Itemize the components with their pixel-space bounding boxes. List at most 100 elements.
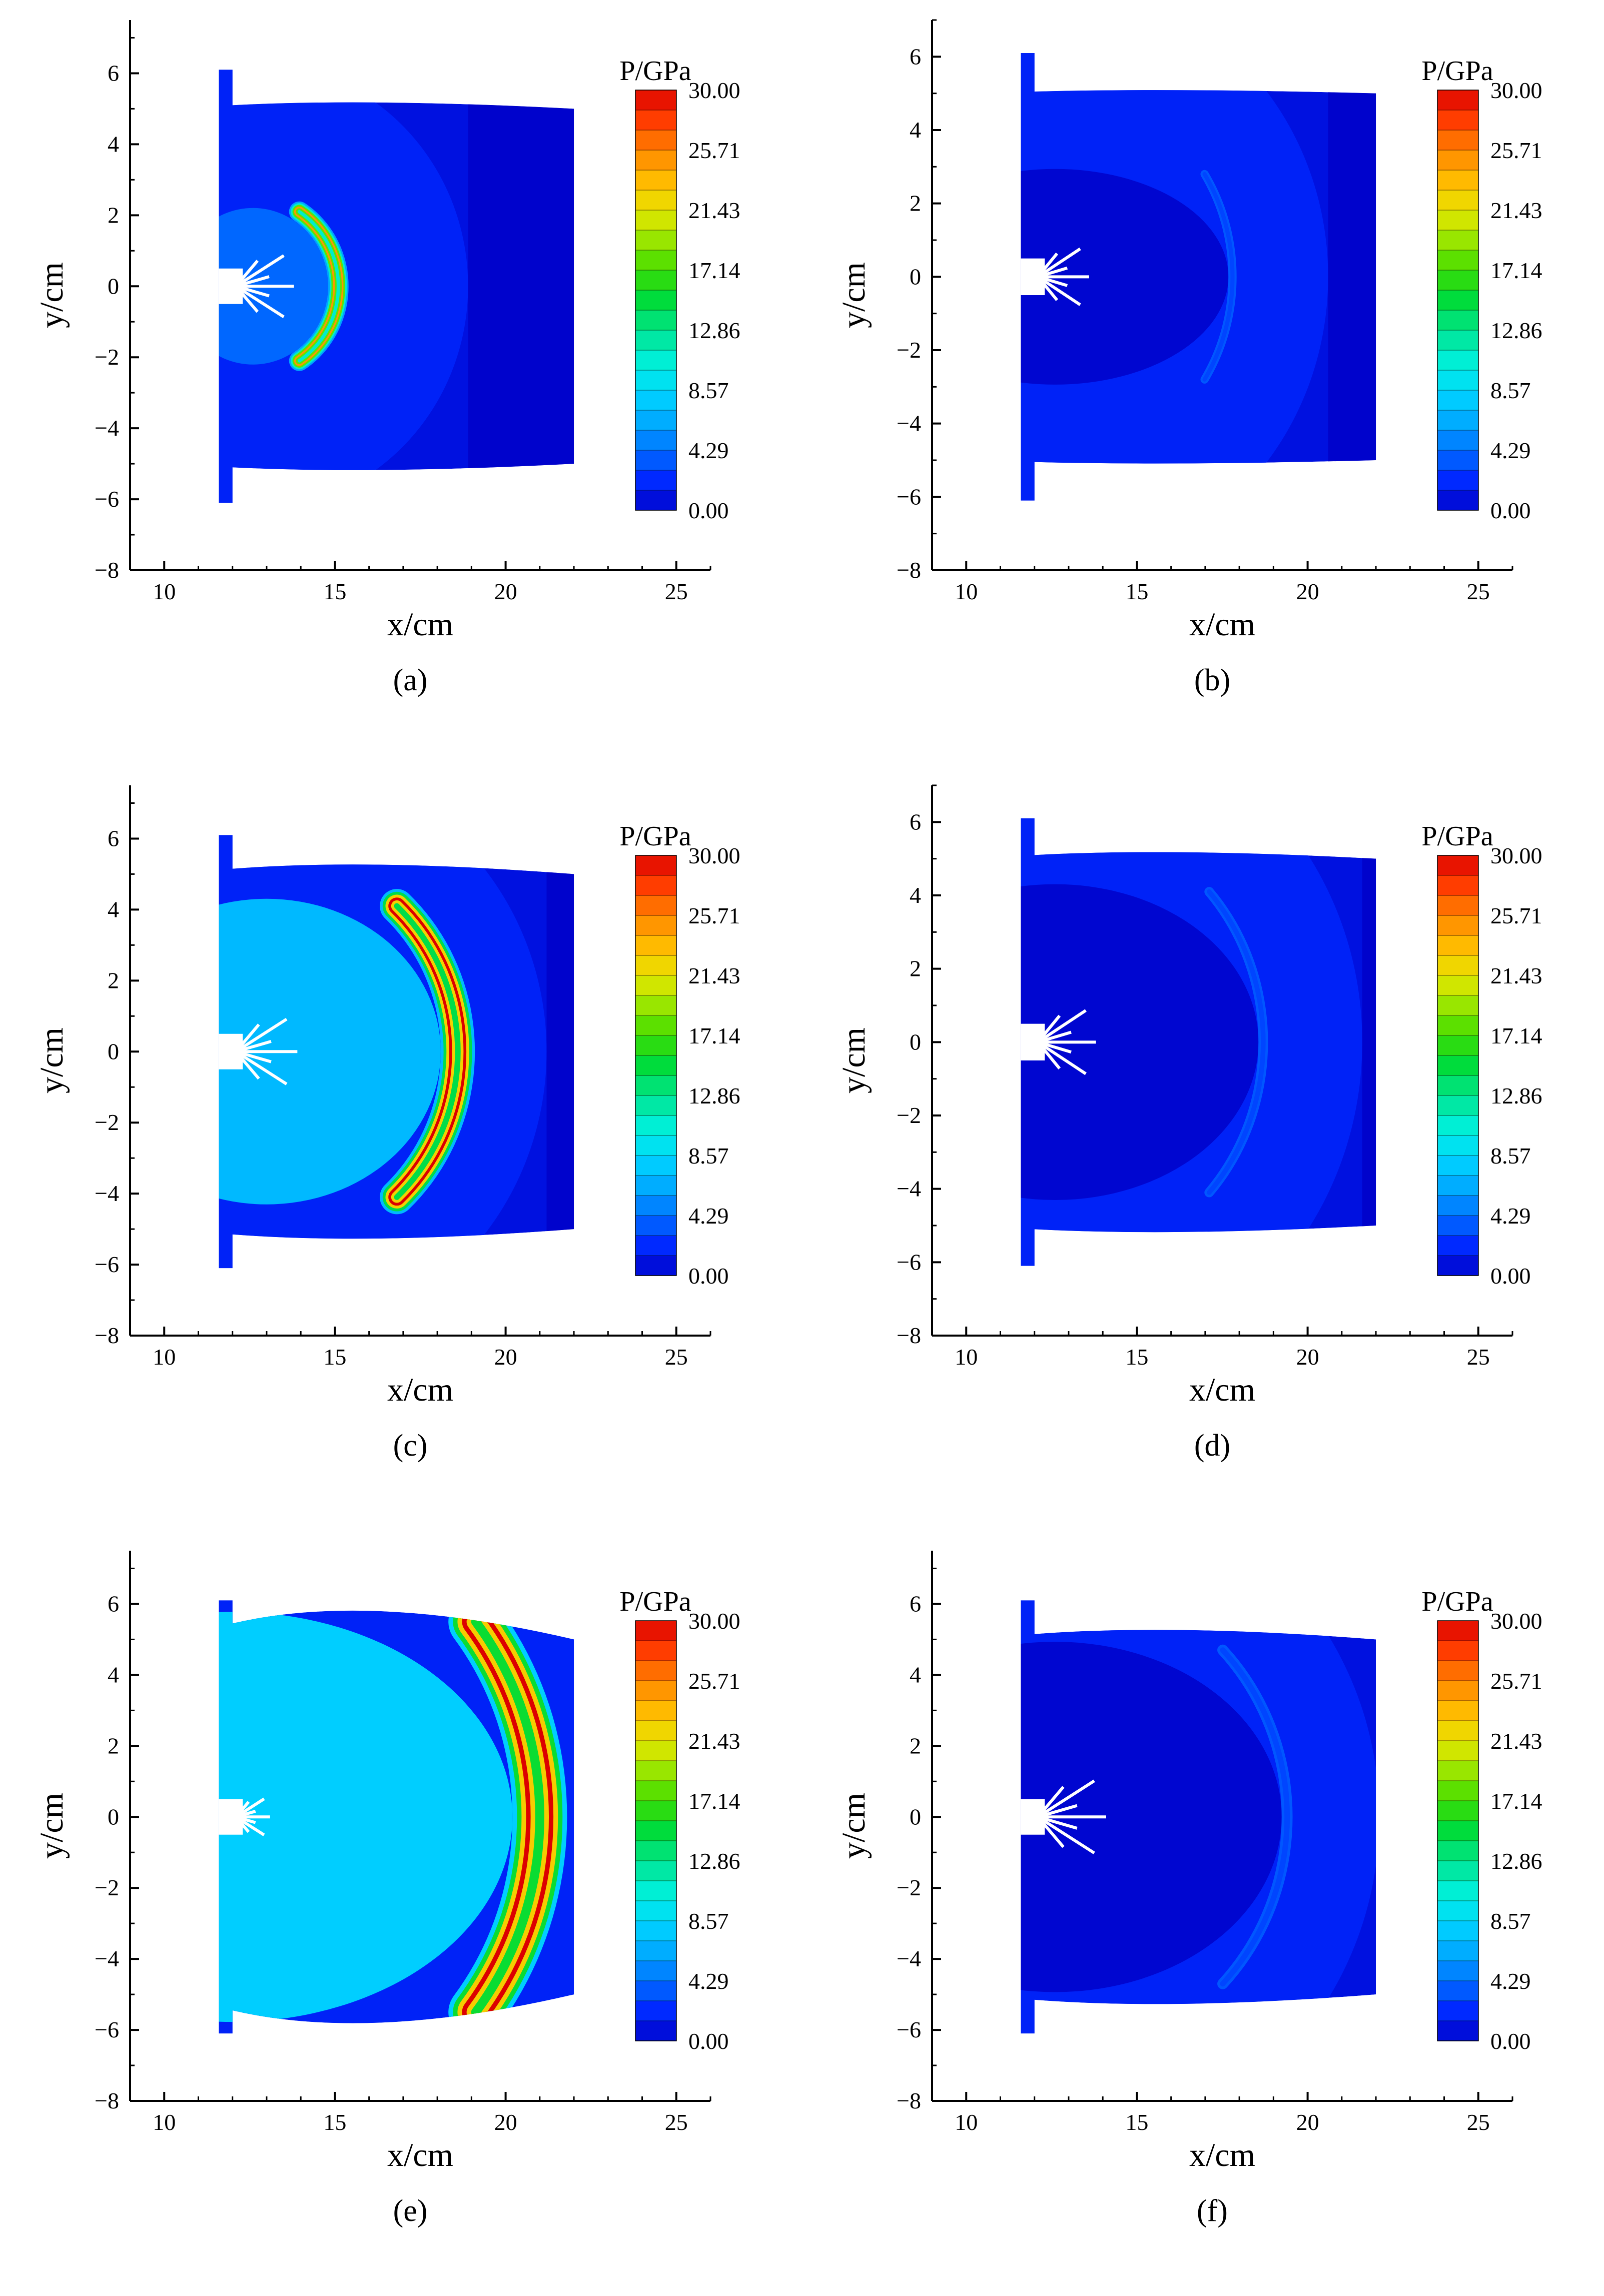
colorbar-band [1437, 1981, 1478, 2001]
colorbar-label: 25.71 [688, 1668, 740, 1694]
y-tick-label: −2 [95, 1109, 119, 1135]
x-tick-label: 20 [494, 579, 517, 604]
impact-notch [1021, 1023, 1045, 1060]
field-undisturbed [1362, 818, 1376, 1266]
x-tick-label: 10 [955, 2109, 978, 2135]
colorbar-label: 21.43 [1490, 1728, 1542, 1754]
colorbar-band [1437, 1015, 1478, 1036]
colorbar-band [635, 430, 676, 451]
colorbar-label: 30.00 [1490, 843, 1542, 868]
x-tick-label: 20 [1296, 2109, 1319, 2135]
colorbar-band [1437, 150, 1478, 171]
y-tick-label: 4 [108, 896, 119, 922]
impact-notch [219, 1799, 243, 1835]
y-tick-label: 2 [910, 191, 921, 216]
colorbar-title: P/GPa [1421, 821, 1493, 852]
colorbar-label: 30.00 [1490, 78, 1542, 103]
y-tick-label: −4 [897, 411, 921, 436]
colorbar-label: 25.71 [688, 903, 740, 928]
crater-jet [235, 1050, 288, 1085]
colorbar-label: 17.14 [1490, 258, 1542, 283]
y-tick-label: 2 [108, 967, 119, 993]
y-axis-label: y/cm [34, 262, 70, 328]
colorbar-band [635, 150, 676, 171]
crater [219, 254, 294, 319]
colorbar-label: 12.86 [1490, 318, 1542, 343]
colorbar-band [1437, 1256, 1478, 1276]
colorbar-band [1437, 1621, 1478, 1641]
colorbar-band [635, 955, 676, 976]
crater-jet [1037, 1040, 1087, 1075]
colorbar-band [635, 1216, 676, 1236]
colorbar-label: 8.57 [1490, 1143, 1531, 1169]
axes: 10 15 20 25 −8 −6 −4 −2 0 2 4 6 x/cm y/cm [836, 1551, 1513, 2173]
y-tick-label: 6 [910, 809, 921, 834]
x-tick-label: 15 [323, 2109, 346, 2135]
colorbar-label: 25.71 [1490, 903, 1542, 928]
colorbar-label: 4.29 [1490, 1968, 1531, 1994]
colorbar-band [1437, 450, 1478, 471]
colorbar-band [635, 875, 676, 896]
colorbar-label: 21.43 [688, 963, 740, 988]
panel-caption: (e) [393, 2194, 428, 2228]
colorbar-band [635, 1015, 676, 1036]
colorbar-band [635, 190, 676, 211]
y-tick-label: −8 [897, 557, 921, 583]
colorbar-label: 8.57 [688, 1143, 729, 1169]
colorbar-label: 17.14 [1490, 1788, 1542, 1814]
axes: 10 15 20 25 −8 −6 −4 −2 0 2 4 6 x/cm y/cm [34, 20, 711, 643]
colorbar-band [1437, 1941, 1478, 1961]
colorbar-frame [1437, 855, 1479, 1276]
colorbar-band [635, 490, 676, 511]
impact-notch [1021, 258, 1045, 295]
colorbar-band [1437, 230, 1478, 251]
x-tick-label: 10 [955, 579, 978, 604]
colorbar: 30.00 25.71 21.43 17.14 12.86 8.57 4.29 0.00 P/G… [619, 821, 740, 1289]
colorbar-label: 21.43 [1490, 963, 1542, 988]
colorbar-band [1437, 1921, 1478, 1941]
colorbar-band [635, 1035, 676, 1056]
x-tick-label: 15 [323, 579, 346, 604]
colorbar-band [635, 1095, 676, 1116]
colorbar-band [1437, 935, 1478, 956]
colorbar-label: 4.29 [688, 1203, 729, 1229]
x-tick-label: 25 [665, 1344, 688, 1370]
colorbar-band [1437, 1761, 1478, 1781]
crater [1021, 247, 1089, 306]
x-tick-label: 15 [1125, 1344, 1148, 1370]
crater [219, 1797, 270, 1836]
impact-notch [219, 268, 243, 304]
y-tick-label: −2 [95, 1875, 119, 1900]
colorbar-frame [1437, 1620, 1479, 2041]
colorbar-band [635, 895, 676, 916]
y-tick-label: −6 [897, 1249, 921, 1275]
colorbar-band [635, 2021, 676, 2041]
colorbar-label: 30.00 [688, 78, 740, 103]
colorbar-band [1437, 1741, 1478, 1761]
colorbar-band [635, 1196, 676, 1216]
y-tick-label: 0 [108, 1038, 119, 1064]
x-tick-label: 25 [1467, 2109, 1490, 2135]
colorbar-band [1437, 430, 1478, 451]
colorbar-band [1437, 1821, 1478, 1841]
colorbar-band [635, 250, 676, 271]
y-tick-label: −2 [95, 344, 119, 370]
colorbar-label: 17.14 [688, 1788, 740, 1814]
colorbar-band [635, 1156, 676, 1176]
colorbar: 30.00 25.71 21.43 17.14 12.86 8.57 4.29 0.00 P/G… [1421, 821, 1542, 1289]
colorbar-title: P/GPa [1421, 56, 1493, 87]
panel-b: 10 15 20 25 −8 −6 −4 −2 0 2 4 6 x/cm y/cm 30.00 25.71 21… [836, 19, 1542, 697]
y-tick-label: −2 [897, 1102, 921, 1128]
colorbar-band [635, 1621, 676, 1641]
x-tick-label: 20 [494, 1344, 517, 1370]
colorbar-label: 30.00 [688, 1608, 740, 1634]
colorbar-label: 12.86 [1490, 1848, 1542, 1874]
y-tick-label: 4 [108, 131, 119, 157]
colorbar-band [1437, 2021, 1478, 2041]
colorbar-band [1437, 170, 1478, 191]
crater-jet [1037, 275, 1081, 306]
x-tick-label: 25 [665, 2109, 688, 2135]
colorbar-label: 0.00 [688, 2028, 729, 2054]
colorbar-label: 4.29 [688, 438, 729, 463]
y-tick-label: 0 [910, 1029, 921, 1054]
